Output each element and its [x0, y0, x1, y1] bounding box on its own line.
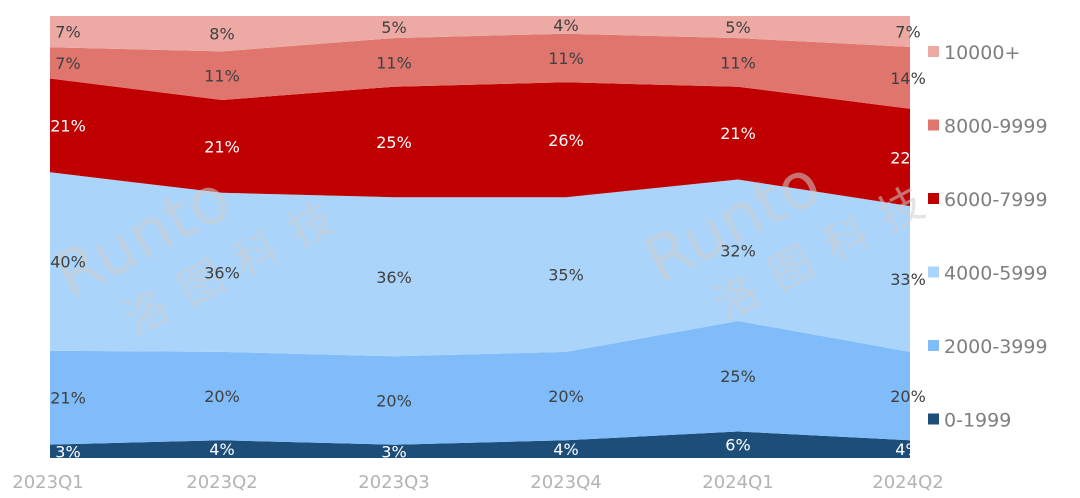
legend: 10000+ 8000-9999 6000-7999 4000-5999 2000-39… — [928, 42, 1048, 432]
data-label-0-1999-2023Q2: 4% — [209, 440, 234, 459]
data-label-2000-3999-2023Q3: 20% — [376, 392, 412, 411]
data-label-8000-9999-2023Q3: 11% — [376, 53, 412, 72]
legend-label-6000-7999: 6000-7999 — [944, 189, 1048, 211]
area-8000-9999 — [50, 33, 910, 109]
legend-swatch-8000-9999 — [928, 119, 939, 131]
area-2000-3999 — [50, 321, 910, 445]
x-tick-label-2024Q1: 2024Q1 — [702, 472, 773, 493]
legend-label-10000+: 10000+ — [944, 42, 1020, 64]
legend-swatch-4000-5999 — [928, 266, 939, 278]
data-label-10000+-2023Q4: 4% — [553, 16, 578, 35]
data-label-10000+-2023Q1: 7% — [55, 23, 80, 42]
x-tick-label-2023Q3: 2023Q3 — [358, 472, 429, 493]
area-6000-7999 — [50, 78, 910, 207]
data-label-2000-3999-2024Q1: 25% — [720, 367, 756, 386]
area-4000-5999 — [50, 172, 910, 357]
data-label-8000-9999-2024Q2: 14% — [890, 69, 926, 88]
data-label-8000-9999-2023Q4: 11% — [548, 49, 584, 68]
data-label-2000-3999-2023Q1: 21% — [50, 389, 86, 408]
area-10000+ — [50, 16, 910, 52]
data-label-0-1999-2023Q4: 4% — [553, 440, 578, 459]
data-label-8000-9999-2024Q1: 11% — [720, 53, 756, 72]
plot-areas — [50, 16, 910, 458]
data-label-6000-7999-2024Q1: 21% — [720, 124, 756, 143]
x-tick-label-2024Q2: 2024Q2 — [872, 472, 943, 493]
data-label-2000-3999-2023Q4: 20% — [548, 387, 584, 406]
data-label-10000+-2023Q2: 8% — [209, 25, 234, 44]
data-label-0-1999-2023Q1: 3% — [55, 442, 80, 461]
data-label-8000-9999-2023Q1: 7% — [55, 54, 80, 73]
data-label-0-1999-2024Q1: 6% — [725, 436, 750, 455]
data-label-4000-5999-2024Q2: 33% — [890, 270, 926, 289]
data-label-6000-7999-2023Q4: 26% — [548, 131, 584, 150]
x-tick-label-2023Q2: 2023Q2 — [186, 472, 257, 493]
area-0-1999 — [50, 431, 910, 458]
data-label-10000+-2024Q1: 5% — [725, 18, 750, 37]
data-label-4000-5999-2023Q4: 35% — [548, 266, 584, 285]
legend-swatch-2000-3999 — [928, 340, 939, 351]
x-axis-tick-labels: 2023Q1 2023Q2 2023Q3 2023Q4 2024Q1 2024Q2 — [12, 472, 943, 493]
data-label-0-1999-2023Q3: 3% — [381, 442, 406, 461]
legend-label-8000-9999: 8000-9999 — [944, 116, 1048, 138]
data-label-6000-7999-2023Q1: 21% — [50, 116, 86, 135]
data-label-4000-5999-2024Q1: 32% — [720, 241, 756, 260]
data-label-10000+-2023Q3: 5% — [381, 18, 406, 37]
legend-swatch-6000-7999 — [928, 193, 939, 204]
data-label-2000-3999-2024Q2: 20% — [890, 387, 926, 406]
legend-swatch-0-1999 — [928, 413, 939, 425]
data-label-10000+-2024Q2: 7% — [895, 22, 920, 41]
data-label-0-1999-2024Q2: 4% — [895, 440, 920, 459]
legend-label-4000-5999: 4000-5999 — [944, 263, 1048, 285]
data-label-2000-3999-2023Q2: 20% — [204, 387, 240, 406]
data-label-6000-7999-2023Q2: 21% — [204, 137, 240, 156]
legend-label-2000-3999: 2000-3999 — [944, 336, 1048, 358]
legend-swatch-10000+ — [928, 46, 939, 57]
data-label-6000-7999-2023Q3: 25% — [376, 133, 412, 152]
data-label-6000-7999-2024Q2: 22% — [890, 148, 926, 167]
legend-label-0-1999: 0-1999 — [944, 410, 1011, 432]
x-tick-label-2023Q1: 2023Q1 — [12, 472, 83, 493]
data-label-4000-5999-2023Q3: 36% — [376, 268, 412, 287]
data-label-4000-5999-2023Q2: 36% — [204, 263, 240, 282]
data-label-4000-5999-2023Q1: 40% — [50, 253, 86, 272]
x-tick-label-2023Q4: 2023Q4 — [530, 472, 601, 493]
data-labels: 3% 4% 3% 4% 6% 4% 21% 20% 20% 20% 25% 20% 40% 36% 36% 3… — [50, 16, 926, 462]
data-label-8000-9999-2023Q2: 11% — [204, 67, 240, 86]
